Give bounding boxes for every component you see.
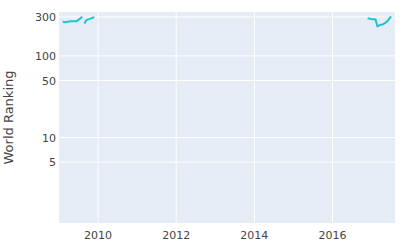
x-tick-label: 2014: [240, 229, 268, 242]
y-tick-label: 300: [35, 11, 56, 24]
x-tick-label: 2016: [318, 229, 346, 242]
y-tick-label: 10: [42, 132, 56, 145]
grid-line: [59, 80, 395, 81]
y-axis-label: World Ranking: [1, 71, 16, 165]
plot-background: [59, 12, 395, 223]
y-tick-label: 50: [42, 75, 56, 88]
line-segment: [63, 17, 83, 22]
grid-line: [59, 137, 395, 138]
x-tick-label: 2010: [84, 229, 112, 242]
chart: 2010 2012 2014 2016 5 10 50 100 300 World Ranking: [0, 0, 400, 250]
grid-line: [59, 162, 395, 163]
grid-line: [98, 12, 99, 223]
grid-line: [176, 12, 177, 223]
line-segment: [84, 17, 94, 23]
grid-line: [254, 12, 255, 223]
y-tick-label: 5: [49, 156, 56, 169]
x-tick-label: 2012: [162, 229, 190, 242]
y-tick-label: 100: [35, 50, 56, 63]
grid-line: [59, 55, 395, 56]
grid-line: [332, 12, 333, 223]
grid-line: [59, 16, 395, 17]
line-segment: [368, 16, 391, 26]
series-group: [63, 16, 391, 26]
